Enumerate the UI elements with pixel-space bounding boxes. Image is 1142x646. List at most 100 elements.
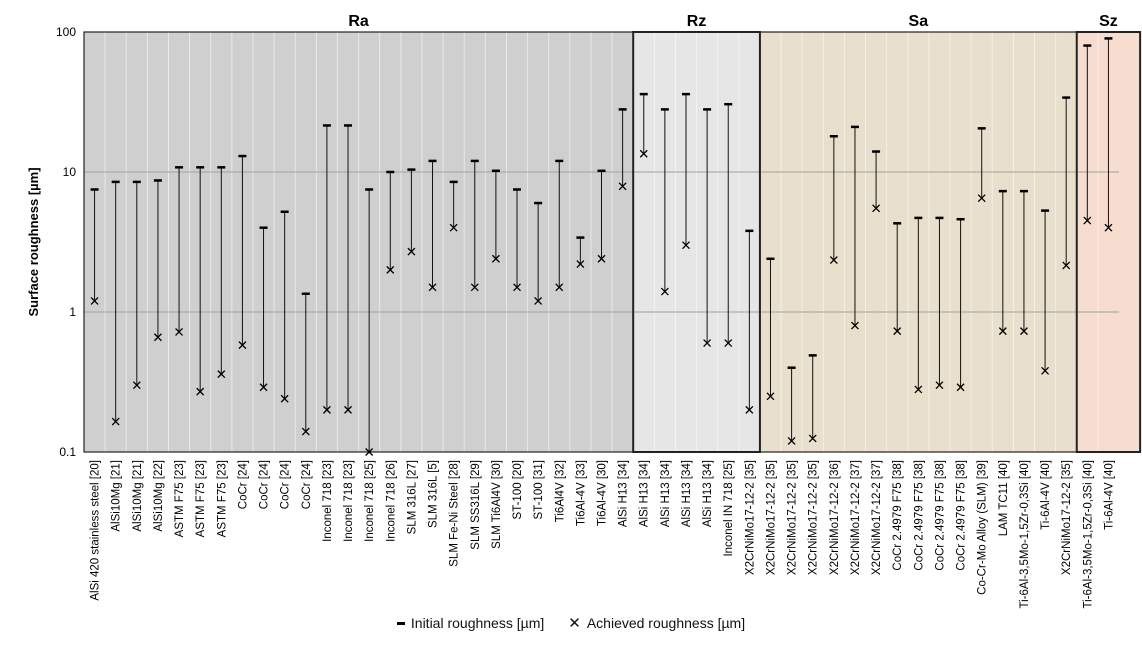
x-tick-label: CoCr [24]: [259, 460, 271, 509]
achieved-roughness-mark: [703, 339, 712, 348]
x-tick-label: Ti-6Al-4V [40]: [1040, 460, 1052, 530]
achieved-mark-stroke: [322, 405, 331, 414]
x-tick-label: SLM 316L [27]: [406, 460, 418, 534]
achieved-roughness-mark: [1019, 327, 1028, 336]
achieved-mark-stroke: [217, 370, 226, 379]
achieved-roughness-mark: [90, 296, 99, 305]
legend-initial-label: Initial roughness [µm]: [410, 615, 545, 631]
achieved-roughness-mark: [513, 283, 521, 292]
group-title-sz: Sz: [1099, 13, 1118, 30]
x-tick-label: Inconel 718 [25]: [364, 460, 376, 542]
achieved-mark-stroke: [111, 417, 120, 426]
x-tick-label: SLM Fe-Ni Steel [28]: [449, 460, 461, 567]
achieved-mark-stroke: [301, 427, 310, 436]
legend-initial-marker: [396, 621, 405, 625]
legend-item-achieved: ✕ Achieved roughness [µm]: [568, 615, 745, 631]
x-tick-label: ASTM F75 [23]: [216, 460, 228, 537]
achieved-mark-stroke: [513, 283, 521, 292]
achieved-mark-stroke: [407, 247, 416, 256]
x-tick-label: AlSi H13 [34]: [702, 460, 714, 527]
achieved-roughness-mark: [956, 383, 965, 392]
achieved-mark-stroke: [449, 223, 458, 232]
achieved-roughness-mark: [1041, 366, 1050, 375]
achieved-roughness-mark: [407, 247, 416, 256]
group-title-ra: Ra: [348, 13, 369, 30]
achieved-mark-stroke: [618, 182, 627, 191]
achieved-roughness-mark: [682, 241, 690, 250]
x-tick-label: AlSi10Mg [21]: [132, 460, 144, 532]
achieved-roughness-mark: [745, 405, 754, 414]
achieved-roughness-mark: [977, 194, 986, 203]
x-tick-label: ASTM F75 [23]: [174, 460, 186, 537]
achieved-mark-stroke: [1062, 261, 1071, 270]
achieved-roughness-mark: [132, 381, 141, 390]
achieved-roughness-mark: [766, 392, 775, 401]
x-tick-label: SLM SS316L [29]: [470, 460, 482, 550]
x-tick-label: AlSi H13 [34]: [660, 460, 672, 527]
achieved-roughness-mark: [555, 283, 564, 292]
legend-achieved-label: Achieved roughness [µm]: [586, 615, 746, 631]
achieved-roughness-mark: [1062, 261, 1071, 270]
achieved-roughness-mark: [787, 436, 796, 445]
x-tick-label: AlSi10Mg [21]: [111, 460, 123, 532]
achieved-mark-stroke: [491, 254, 500, 263]
x-tick-label: ASTM F75 [23]: [195, 460, 207, 537]
achieved-mark-stroke: [428, 283, 437, 292]
achieved-roughness-mark: [153, 333, 162, 342]
achieved-mark-stroke: [872, 204, 881, 213]
x-tick-label: CoCr 2.4979 F75 [38]: [892, 460, 904, 571]
x-tick-label: X2CrNiMo17-12-2 [35]: [744, 460, 756, 575]
achieved-roughness-mark: [301, 427, 310, 436]
y-axis-label: Surface roughness [µm]: [26, 167, 41, 316]
x-tick-label: CoCr [24]: [301, 460, 313, 509]
achieved-roughness-mark: [217, 370, 226, 379]
achieved-roughness-mark: [872, 204, 881, 213]
achieved-mark-stroke: [914, 385, 923, 394]
achieved-roughness-mark: [534, 296, 543, 305]
achieved-roughness-mark: [618, 182, 627, 191]
achieved-roughness-mark: [597, 254, 606, 263]
achieved-mark-stroke: [1041, 366, 1050, 375]
y-tick-label: 100: [56, 25, 76, 39]
x-tick-label: AlSi H13 [34]: [639, 460, 651, 527]
achieved-mark-stroke: [893, 327, 902, 336]
achieved-mark-stroke: [682, 241, 690, 250]
achieved-mark-stroke: [132, 381, 141, 390]
achieved-mark-stroke: [259, 383, 268, 392]
achieved-roughness-mark: [639, 149, 648, 158]
x-tick-label: X2CrNiMo17-12-2 [37]: [850, 460, 862, 575]
achieved-roughness-mark: [365, 448, 374, 456]
x-tick-label: ST-100 [31]: [533, 460, 545, 519]
x-tick-label: Inconel 718 [23]: [343, 460, 355, 542]
achieved-roughness-mark: [344, 405, 352, 414]
achieved-roughness-mark: [808, 434, 817, 443]
y-tick-label: 1: [69, 305, 76, 319]
x-tick-label: Ti6Al4V [32]: [554, 460, 566, 522]
achieved-roughness-mark: [259, 383, 268, 392]
x-tick-label: X2CrNiMo17-12-2 [35]: [765, 460, 777, 575]
x-tick-label: X2CrNiMo17-12-2 [35]: [1061, 460, 1073, 575]
achieved-mark-stroke: [1104, 223, 1113, 232]
achieved-mark-stroke: [703, 339, 712, 348]
achieved-mark-stroke: [175, 328, 184, 336]
achieved-roughness-mark: [1083, 216, 1092, 225]
achieved-mark-stroke: [787, 436, 796, 445]
achieved-mark-stroke: [660, 287, 669, 296]
x-tick-label: SLM 316L [5]: [428, 460, 440, 528]
achieved-mark-stroke: [196, 387, 205, 396]
x-tick-label: SLM Ti6Al4V [30]: [491, 460, 503, 549]
achieved-roughness-mark: [175, 328, 184, 336]
achieved-roughness-mark: [196, 387, 205, 396]
x-tick-label: X2CrNiMo17-12-2 [36]: [829, 460, 841, 575]
achieved-mark-stroke: [1083, 216, 1092, 225]
achieved-mark-stroke: [998, 327, 1007, 336]
achieved-roughness-mark: [576, 260, 585, 269]
achieved-mark-stroke: [724, 339, 733, 348]
x-tick-label: CoCr [24]: [280, 460, 292, 509]
x-tick-label: AlSi 420 stainless steel [20]: [90, 460, 102, 601]
achieved-roughness-mark: [238, 341, 247, 350]
achieved-roughness-mark: [322, 405, 331, 414]
legend-item-initial: Initial roughness [µm]: [396, 615, 545, 631]
achieved-roughness-mark: [914, 385, 923, 394]
achieved-mark-stroke: [829, 256, 838, 265]
